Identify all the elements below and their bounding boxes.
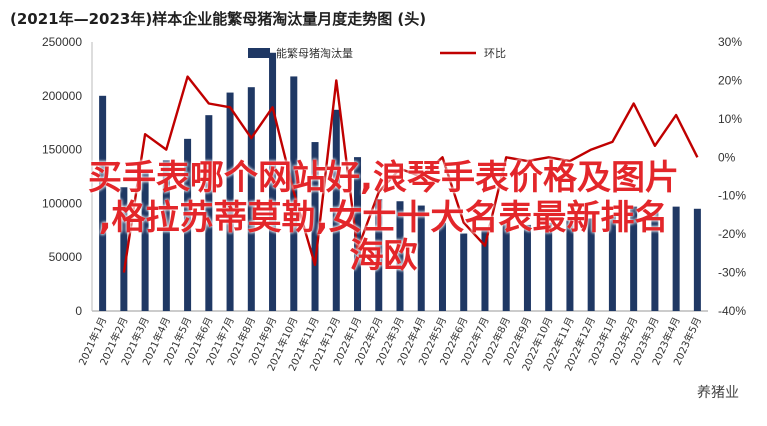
legend-label-bars: 能繁母猪淘汰量 bbox=[276, 46, 353, 60]
left-tick-label: 200000 bbox=[42, 89, 82, 103]
bar bbox=[311, 142, 319, 311]
bar bbox=[141, 173, 149, 311]
bar bbox=[354, 157, 362, 311]
right-tick-label: -40% bbox=[718, 304, 746, 318]
bar bbox=[162, 160, 170, 311]
bar bbox=[226, 92, 234, 312]
bar bbox=[99, 95, 107, 311]
bar bbox=[205, 115, 213, 311]
bar bbox=[375, 199, 383, 311]
bar bbox=[184, 138, 192, 311]
bar bbox=[693, 208, 701, 311]
bar bbox=[396, 201, 404, 311]
legend-label-line: 环比 bbox=[484, 47, 506, 60]
chart-title: (2021年—2023年)样本企业能繁母猪淘汰量月度走势图 (头) bbox=[10, 10, 426, 28]
overlay-text-line-2: ,格拉苏蒂莫勒,女士十大名表最新排名 bbox=[98, 198, 669, 238]
bar bbox=[672, 206, 680, 311]
bar bbox=[247, 87, 255, 311]
bar bbox=[120, 187, 128, 311]
right-tick-label: -20% bbox=[718, 227, 746, 241]
right-tick-label: 0% bbox=[718, 150, 736, 164]
bar bbox=[523, 224, 531, 311]
legend-swatch-bars bbox=[248, 48, 270, 58]
bar bbox=[502, 222, 510, 311]
left-tick-label: 150000 bbox=[42, 143, 82, 157]
left-tick-label: 50000 bbox=[49, 250, 83, 264]
bar bbox=[269, 52, 277, 311]
bar bbox=[438, 222, 446, 311]
right-tick-label: 10% bbox=[718, 112, 742, 126]
bar bbox=[566, 220, 574, 311]
overlay-text-line-1: 买手表哪个网站好,浪琴手表价格及图片 bbox=[88, 158, 679, 198]
bar bbox=[651, 212, 659, 311]
bar bbox=[332, 109, 340, 312]
right-tick-label: 30% bbox=[718, 35, 742, 49]
bar bbox=[587, 218, 595, 311]
left-tick-label: 0 bbox=[75, 304, 82, 318]
watermark: 养猪业 bbox=[697, 385, 739, 401]
right-tick-label: -10% bbox=[718, 189, 746, 203]
overlay-text-line-3: 海欧 bbox=[349, 236, 418, 276]
bar bbox=[630, 206, 638, 311]
bar bbox=[481, 228, 489, 311]
right-tick-label: 20% bbox=[718, 73, 742, 87]
bar bbox=[417, 205, 425, 311]
bar bbox=[545, 222, 553, 311]
right-tick-label: -30% bbox=[718, 266, 746, 280]
bar bbox=[608, 215, 616, 311]
series-line-mom bbox=[122, 75, 699, 273]
bar bbox=[460, 233, 468, 311]
left-tick-label: 250000 bbox=[42, 35, 82, 49]
left-tick-label: 100000 bbox=[42, 196, 82, 210]
